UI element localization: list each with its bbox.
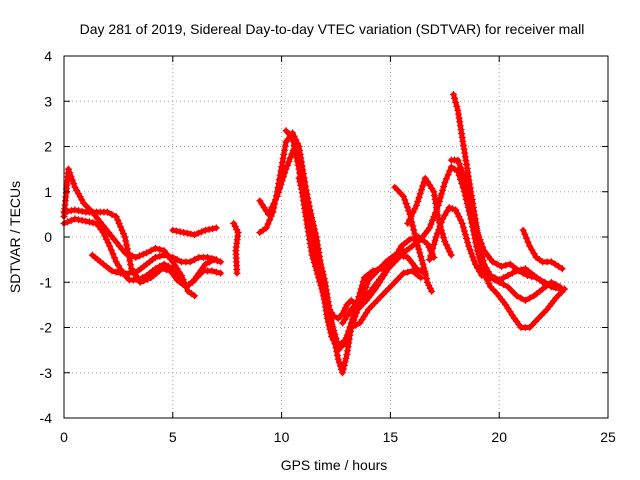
y-tick-label: 4 [44,48,52,64]
chart-title: Day 281 of 2019, Sidereal Day-to-day VTE… [80,21,585,37]
x-tick-label: 5 [169,429,177,445]
y-tick-label: -1 [40,274,53,290]
series-markers-track-17 [519,226,566,273]
series-markers-track-4 [88,251,220,277]
x-tick-label: 20 [491,429,507,445]
series-markers-track-5 [169,224,220,239]
series-markers-track-12 [391,183,436,295]
series-layer [60,90,569,377]
y-axis-label: SDTVAR / TECUs [7,181,23,293]
series-markers-track-11 [338,163,569,332]
x-axis-label: GPS time / hours [281,457,388,473]
x-tick-label: 15 [383,429,399,445]
y-tick-label: 2 [44,139,52,155]
grid-layer [64,56,608,418]
series-markers-track-16 [447,156,558,291]
series-markers-track-6 [230,219,242,277]
x-tick-label: 25 [600,429,616,445]
y-tick-label: 1 [44,184,52,200]
y-tick-label: 3 [44,93,52,109]
y-tick-label: -3 [40,365,53,381]
x-tick-label: 10 [274,429,290,445]
y-tick-label: -4 [40,410,53,426]
tick-labels-layer: 0 5 10 15 20 25 -4 -3 -2 -1 0 1 2 3 4 [40,48,616,445]
y-tick-label: -2 [40,320,53,336]
y-tick-label: 0 [44,229,52,245]
ticks-layer [63,55,609,419]
x-tick-label: 0 [60,429,68,445]
